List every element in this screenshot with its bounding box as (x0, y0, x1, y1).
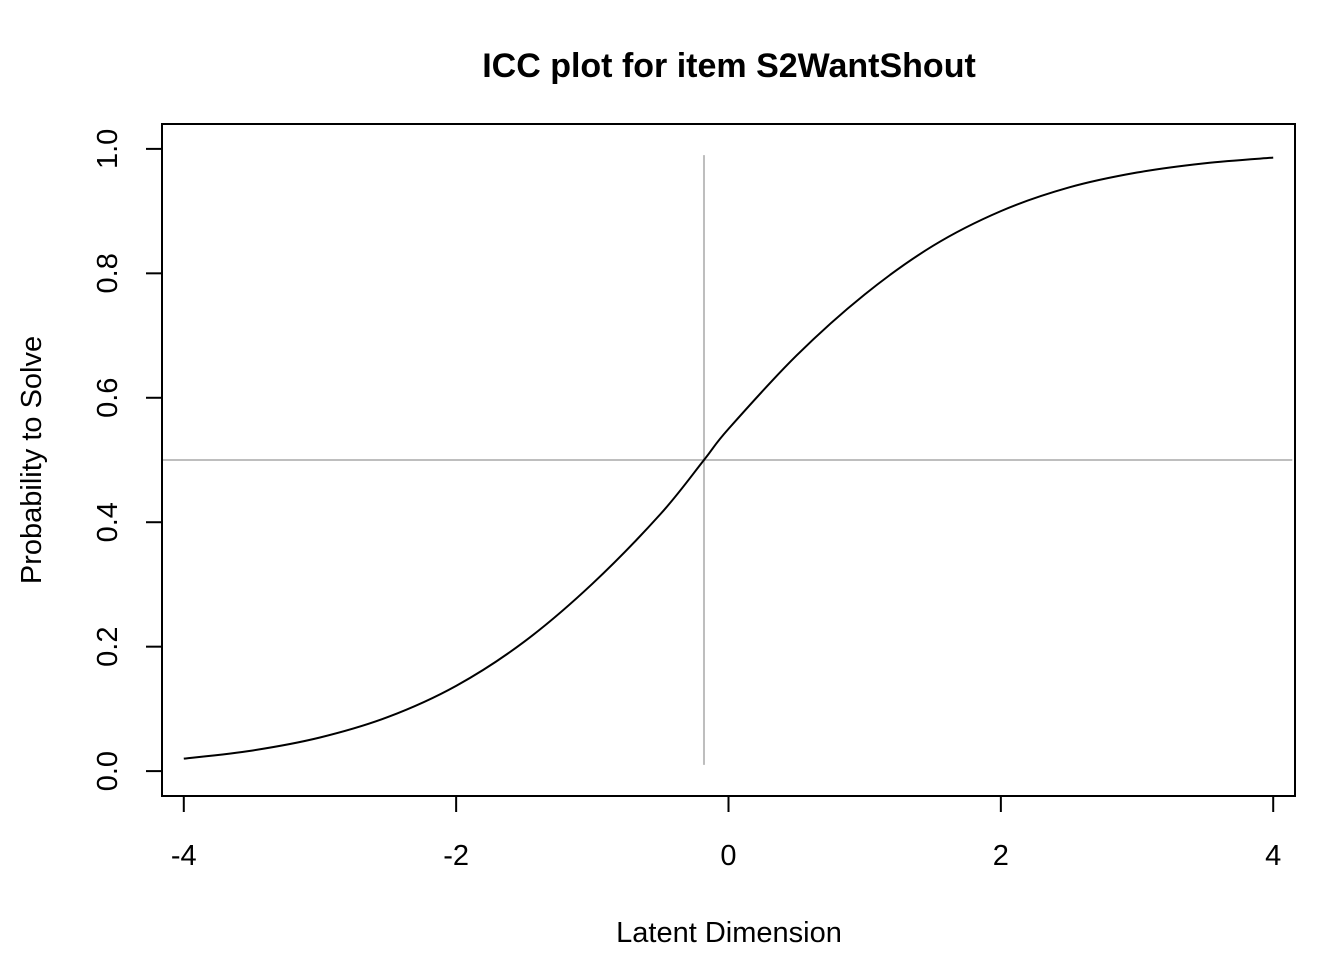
x-tick-label-1: -2 (443, 840, 469, 872)
y-tick-label-4: 0.8 (92, 253, 124, 293)
x-tick-label-3: 2 (993, 840, 1009, 872)
icc-curve-series-0 (183, 156, 1274, 760)
y-axis: 0.0 0.2 0.4 0.6 0.8 1.0 (92, 129, 163, 791)
chart-title: ICC plot for item S2WantShout (482, 47, 976, 85)
x-axis: -4 -2 0 2 4 (171, 795, 1281, 872)
x-tick-label-0: -4 (171, 840, 197, 872)
y-axis-label: Probability to Solve (16, 336, 48, 584)
y-tick-label-0: 0.0 (92, 751, 124, 791)
x-tick-label-2: 0 (720, 840, 736, 872)
x-axis-label: Latent Dimension (616, 917, 842, 949)
y-tick-label-3: 0.6 (92, 378, 124, 418)
y-tick-label-5: 1.0 (92, 129, 124, 169)
icc-curve-layer (183, 156, 1274, 760)
reference-lines (162, 155, 1293, 765)
x-tick-label-4: 4 (1265, 840, 1281, 872)
y-tick-label-1: 0.2 (92, 627, 124, 667)
y-tick-label-2: 0.4 (92, 502, 124, 542)
